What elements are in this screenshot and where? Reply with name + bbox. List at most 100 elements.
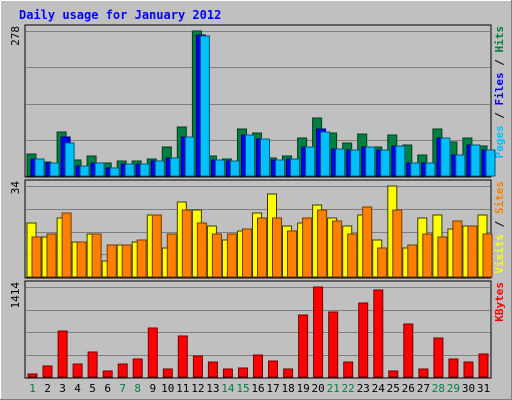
bar-kbytes-day-9 <box>147 327 158 378</box>
bar-pages-day-16 <box>260 138 270 177</box>
bar-kbytes-day-16 <box>253 354 263 378</box>
bar-kbytes-day-24 <box>373 289 384 378</box>
bar-sites-day-19 <box>302 217 313 278</box>
day-label-17: 17 <box>266 382 279 395</box>
bar-pages-day-13 <box>214 159 225 177</box>
day-label-29: 29 <box>447 382 460 395</box>
bar-kbytes-day-28 <box>433 337 444 378</box>
bar-sites-day-5 <box>91 233 102 278</box>
bar-pages-day-15 <box>245 134 255 177</box>
day-label-6: 6 <box>104 382 111 395</box>
legend-pages-files-hits: Pages / Files / Hits <box>493 26 506 159</box>
y-max-label: 34 <box>9 181 22 195</box>
bar-sites-day-4 <box>76 241 87 278</box>
day-label-22: 22 <box>342 382 355 395</box>
day-label-15: 15 <box>236 382 249 395</box>
bar-pages-day-12 <box>199 35 210 177</box>
bar-kbytes-day-7 <box>117 363 128 378</box>
bar-pages-day-30 <box>470 144 481 177</box>
bar-pages-day-26 <box>410 162 421 177</box>
bar-kbytes-day-27 <box>418 368 429 378</box>
bar-kbytes-day-17 <box>268 360 278 378</box>
day-label-4: 4 <box>74 382 81 395</box>
day-label-12: 12 <box>191 382 204 395</box>
bar-pages-day-9 <box>154 160 165 177</box>
bar-kbytes-day-4 <box>72 363 83 378</box>
bar-pages-day-2 <box>49 162 60 177</box>
bar-sites-day-21 <box>332 220 343 278</box>
bar-kbytes-day-18 <box>283 368 294 378</box>
bar-pages-day-21 <box>335 148 346 177</box>
legend-entry: Files <box>493 72 506 105</box>
legend-visits-sites: Visits / Sites <box>493 181 506 274</box>
day-label-7: 7 <box>119 382 126 395</box>
legend-entry: / <box>493 106 506 126</box>
bar-kbytes-day-20 <box>313 286 324 378</box>
bar-kbytes-day-21 <box>328 311 339 378</box>
day-label-11: 11 <box>176 382 189 395</box>
bar-pages-day-1 <box>34 158 45 177</box>
bar-sites-day-1 <box>31 236 42 278</box>
bar-kbytes-day-10 <box>162 368 173 378</box>
bar-sites-day-30 <box>467 225 478 278</box>
day-label-31: 31 <box>477 382 490 395</box>
bar-pages-day-29 <box>455 154 466 177</box>
bar-pages-day-11 <box>184 136 195 177</box>
day-label-26: 26 <box>402 382 415 395</box>
legend-entry: Hits <box>493 26 506 53</box>
bar-kbytes-day-13 <box>207 361 218 378</box>
bar-pages-day-7 <box>124 163 135 177</box>
bar-kbytes-day-2 <box>42 365 53 378</box>
bar-sites-day-29 <box>452 220 463 278</box>
series-pages <box>34 35 496 177</box>
bar-sites-day-3 <box>61 212 72 278</box>
bar-pages-day-6 <box>109 167 120 177</box>
day-label-5: 5 <box>89 382 96 395</box>
bar-pages-day-14 <box>229 160 240 177</box>
bar-kbytes-day-29 <box>448 358 459 378</box>
legend-entry: / <box>493 53 506 73</box>
day-label-2: 2 <box>44 382 51 395</box>
bar-kbytes-day-22 <box>343 361 354 378</box>
bar-pages-day-22 <box>350 149 361 177</box>
bar-pages-day-10 <box>169 157 180 177</box>
day-label-8: 8 <box>134 382 141 395</box>
bar-sites-day-14 <box>226 233 237 278</box>
bar-kbytes-day-11 <box>177 335 188 378</box>
bar-pages-day-24 <box>380 149 391 177</box>
bar-sites-day-11 <box>181 209 192 278</box>
bar-sites-day-10 <box>166 233 177 278</box>
day-label-19: 19 <box>296 382 309 395</box>
bar-kbytes-day-12 <box>192 355 203 378</box>
day-label-13: 13 <box>206 382 219 395</box>
bar-sites-day-2 <box>46 233 57 278</box>
bar-kbytes-day-6 <box>102 370 113 378</box>
day-labels: 1 2 3 4 5 6 7 8 9 10 11 12 13 14 15 16 17 18 19 20 21 22 23 24 2… <box>29 382 490 395</box>
bar-pages-day-3 <box>64 142 75 177</box>
day-label-9: 9 <box>149 382 156 395</box>
chart-title: Daily usage for January 2012 <box>19 8 221 22</box>
bar-sites-day-17 <box>272 217 282 278</box>
bar-kbytes-day-31 <box>478 353 489 378</box>
bar-sites-day-22 <box>347 233 358 278</box>
bar-kbytes-day-8 <box>132 358 143 378</box>
legend-kbytes: KBytes <box>493 282 506 322</box>
day-label-16: 16 <box>251 382 264 395</box>
bar-kbytes-day-30 <box>463 361 474 378</box>
bar-kbytes-day-26 <box>403 323 414 378</box>
y-max-label: 278 <box>9 26 22 46</box>
bar-kbytes-day-15 <box>238 367 248 378</box>
panel-pages-files-hits: 278 Pages / Files / Hits <box>9 24 506 178</box>
bar-pages-day-28 <box>440 137 451 177</box>
legend-entry: Pages <box>493 125 506 158</box>
bar-sites-day-13 <box>211 233 222 278</box>
bar-sites-day-7 <box>121 244 132 278</box>
bar-kbytes-day-1 <box>27 373 38 378</box>
bar-sites-day-28 <box>437 236 448 278</box>
day-label-14: 14 <box>221 382 235 395</box>
y-max-label: 1414 <box>9 282 22 309</box>
bar-sites-day-9 <box>151 214 162 278</box>
bar-pages-day-31 <box>485 149 496 177</box>
day-label-23: 23 <box>357 382 370 395</box>
